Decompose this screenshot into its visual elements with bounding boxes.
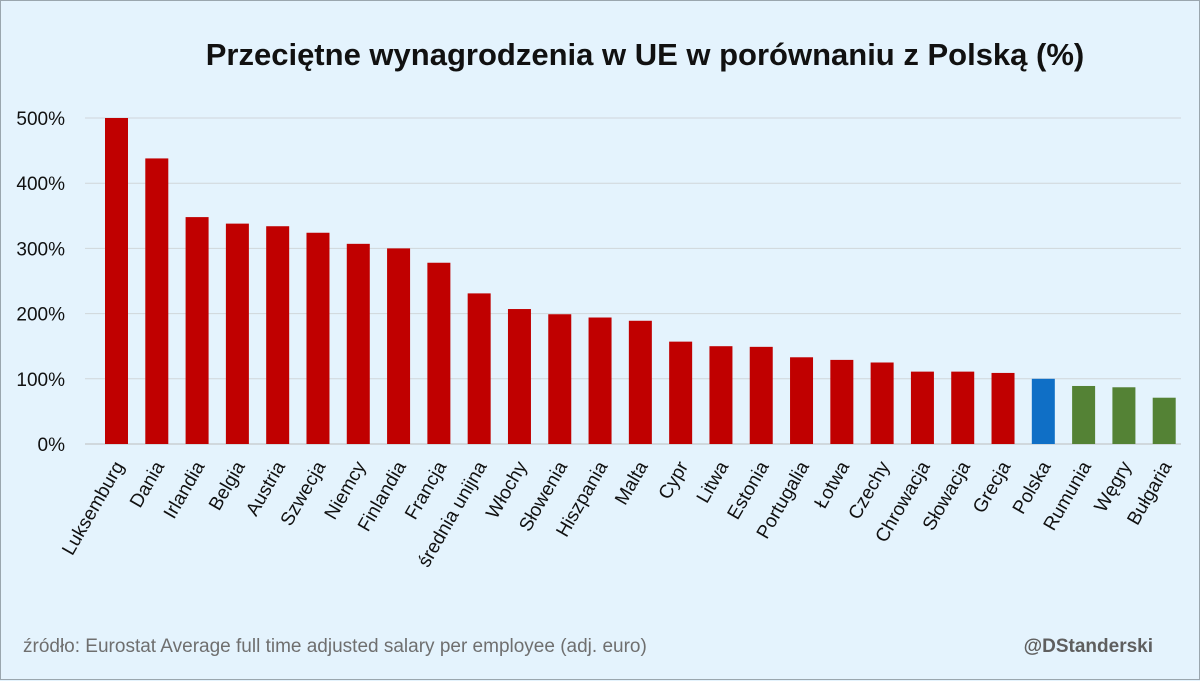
x-tick-label: Dania bbox=[126, 458, 169, 512]
bar-15 bbox=[709, 346, 733, 444]
bar-5 bbox=[306, 232, 330, 444]
bar-13 bbox=[628, 320, 652, 444]
y-tick-label: 300% bbox=[16, 239, 65, 260]
bar-16 bbox=[749, 346, 773, 444]
author-credit: @DStanderski bbox=[1023, 636, 1153, 657]
source-note: źródło: Eurostat Average full time adjus… bbox=[23, 636, 647, 657]
bar-12 bbox=[588, 317, 612, 444]
bar-4 bbox=[266, 226, 290, 444]
bar-25 bbox=[1112, 387, 1136, 444]
bar-6 bbox=[346, 243, 370, 444]
chart-title: Przeciętne wynagrodzenia w UE w porównan… bbox=[205, 37, 1085, 72]
bar-0 bbox=[105, 118, 128, 444]
y-tick-label: 0% bbox=[38, 435, 66, 456]
bar-17 bbox=[790, 357, 814, 444]
bar-20 bbox=[910, 371, 934, 444]
bar-1 bbox=[145, 158, 169, 444]
y-tick-label: 100% bbox=[16, 370, 65, 391]
bar-14 bbox=[669, 341, 693, 444]
x-tick-label: Łotwa bbox=[811, 458, 855, 513]
bar-23 bbox=[1031, 378, 1055, 444]
bar-19 bbox=[870, 362, 894, 444]
bar-9 bbox=[467, 293, 491, 444]
bar-2 bbox=[185, 217, 209, 444]
x-tick-label: Luksemburg bbox=[58, 458, 128, 559]
bar-18 bbox=[830, 359, 854, 444]
bar-22 bbox=[991, 372, 1015, 444]
y-tick-label: 500% bbox=[16, 109, 65, 130]
x-tick-label: Malta bbox=[611, 458, 653, 509]
y-tick-label: 200% bbox=[16, 305, 65, 326]
x-tick-label: Litwa bbox=[693, 458, 734, 507]
bar-11 bbox=[548, 314, 572, 444]
bar-26 bbox=[1152, 397, 1176, 444]
bar-3 bbox=[225, 223, 249, 444]
bar-7 bbox=[387, 248, 411, 444]
bar-24 bbox=[1072, 385, 1096, 444]
bar-10 bbox=[507, 309, 531, 444]
x-tick-label: Irlandia bbox=[160, 458, 210, 523]
bar-8 bbox=[427, 262, 451, 444]
x-tick-label: Cypr bbox=[655, 457, 694, 503]
bar-21 bbox=[951, 371, 975, 444]
y-tick-label: 400% bbox=[16, 174, 65, 195]
